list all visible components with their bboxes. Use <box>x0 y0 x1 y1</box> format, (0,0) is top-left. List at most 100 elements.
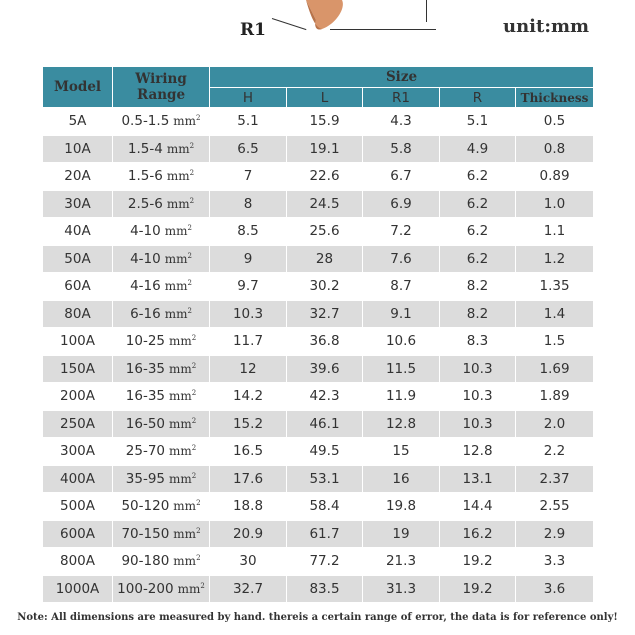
table-row: 250A 16-50 mm2 15.2 46.1 12.8 10.3 2.0 <box>42 409 595 438</box>
cell-r1: 7.2 <box>362 217 440 246</box>
cell-r: 6.2 <box>439 189 516 218</box>
unit-mm2: mm2 <box>169 389 196 403</box>
cell-l: 83.5 <box>286 574 363 603</box>
cell-model: 800A <box>42 547 113 576</box>
cell-h: 20.9 <box>209 519 287 548</box>
cell-model: 20A <box>42 162 113 191</box>
cell-l: 19.1 <box>286 134 363 163</box>
cell-r1: 7.6 <box>362 244 440 273</box>
table-row: 100A 10-25 mm2 11.7 36.8 10.6 8.3 1.5 <box>42 327 595 356</box>
wiring-range-value: 10-25 <box>125 333 165 350</box>
unit-mm2: mm2 <box>167 142 194 156</box>
cell-model: 1000A <box>42 574 113 603</box>
cell-h: 8.5 <box>209 217 287 246</box>
cell-l: 39.6 <box>286 354 363 383</box>
cell-r: 5.1 <box>439 107 516 136</box>
cell-model: 60A <box>42 272 113 301</box>
cell-r1: 21.3 <box>362 547 440 576</box>
cell-r1: 31.3 <box>362 574 440 603</box>
cell-l: 58.4 <box>286 492 363 521</box>
unit-mm2: mm2 <box>173 554 200 568</box>
cell-h: 30 <box>209 547 287 576</box>
cell-thickness: 1.1 <box>514 217 595 246</box>
wiring-range-value: 35-95 <box>125 470 165 487</box>
cell-r: 19.2 <box>439 547 516 576</box>
unit-mm2: mm2 <box>173 114 200 128</box>
unit-mm2: mm2 <box>173 499 200 513</box>
cell-h: 8 <box>209 189 287 218</box>
cell-r1: 19 <box>362 519 440 548</box>
cell-r: 16.2 <box>439 519 516 548</box>
wiring-range-value: 0.5-1.5 <box>121 113 170 130</box>
table-row: 50A 4-10 mm2 9 28 7.6 6.2 1.2 <box>42 244 595 273</box>
cell-l: 25.6 <box>286 217 363 246</box>
cell-h: 7 <box>209 162 287 191</box>
table-body: 5A 0.5-1.5 mm2 5.1 15.9 4.3 5.1 0.5 10A 1.5-4 mm2 6… <box>42 107 595 603</box>
table-row: 80A 6-16 mm2 10.3 32.7 9.1 8.2 1.4 <box>42 299 595 328</box>
unit-mm-text: mm <box>166 169 190 184</box>
unit-mm-text: mm <box>169 361 192 376</box>
cell-model: 30A <box>42 189 113 218</box>
table-row: 400A 35-95 mm2 17.6 53.1 16 13.1 2.37 <box>42 464 595 493</box>
unit-exponent: 2 <box>189 141 195 150</box>
cell-r: 10.3 <box>439 354 516 383</box>
cell-h: 15.2 <box>209 409 287 438</box>
wiring-range-value: 2.5-6 <box>127 195 163 212</box>
cell-thickness: 1.5 <box>514 327 595 356</box>
unit-mm2: mm2 <box>169 334 196 348</box>
cell-model: 500A <box>42 492 113 521</box>
cell-l: 61.7 <box>286 519 363 548</box>
unit-mm2: mm2 <box>167 169 194 183</box>
diagram-area: R1 unit:mm <box>0 0 635 66</box>
table-row: 30A 2.5-6 mm2 8 24.5 6.9 6.2 1.0 <box>42 189 595 218</box>
cell-h: 18.8 <box>209 492 287 521</box>
cell-r: 6.2 <box>439 244 516 273</box>
cell-wiring-range: 1.5-6 mm2 <box>112 162 210 191</box>
cell-r1: 4.3 <box>362 107 440 136</box>
cell-r1: 9.1 <box>362 299 440 328</box>
cell-model: 100A <box>42 327 113 356</box>
unit-exponent: 2 <box>200 581 205 590</box>
cell-l: 15.9 <box>286 107 363 136</box>
unit-exponent: 2 <box>196 499 201 508</box>
cell-thickness: 1.0 <box>514 189 595 218</box>
cell-wiring-range: 0.5-1.5 mm2 <box>112 107 210 136</box>
table-row: 1000A 100-200 mm2 32.7 83.5 31.3 19.2 3.6 <box>42 574 595 603</box>
unit-mm-text: mm <box>169 334 192 349</box>
copper-lug-illustration <box>306 0 343 30</box>
cell-r1: 12.8 <box>362 409 440 438</box>
unit-mm2: mm2 <box>173 527 200 541</box>
cell-model: 80A <box>42 299 113 328</box>
unit-mm2: mm2 <box>169 362 196 376</box>
unit-exponent: 2 <box>191 361 197 370</box>
unit-mm2: mm2 <box>167 197 194 211</box>
header-l: L <box>286 87 363 108</box>
cell-wiring-range: 6-16 mm2 <box>112 299 210 328</box>
table-row: 60A 4-16 mm2 9.7 30.2 8.7 8.2 1.35 <box>42 272 595 301</box>
unit-mm-text: mm <box>173 526 197 541</box>
cell-h: 5.1 <box>209 107 287 136</box>
cell-thickness: 2.0 <box>514 409 595 438</box>
table-row: 5A 0.5-1.5 mm2 5.1 15.9 4.3 5.1 0.5 <box>42 107 595 136</box>
cell-wiring-range: 16-50 mm2 <box>112 409 210 438</box>
unit-exponent: 2 <box>187 306 192 315</box>
cell-thickness: 2.9 <box>514 519 595 548</box>
unit-mm-text: mm <box>169 416 192 431</box>
cell-wiring-range: 1.5-4 mm2 <box>112 134 210 163</box>
header-h: H <box>209 87 287 108</box>
cell-thickness: 2.2 <box>514 437 595 466</box>
unit-mm-text: mm <box>173 499 197 514</box>
cell-l: 46.1 <box>286 409 363 438</box>
unit-mm2: mm2 <box>178 582 205 596</box>
cell-thickness: 2.55 <box>514 492 595 521</box>
cell-model: 40A <box>42 217 113 246</box>
wiring-range-value: 100-200 <box>117 580 174 597</box>
cell-l: 53.1 <box>286 464 363 493</box>
dimension-line-horizontal <box>330 29 436 30</box>
header-r: R <box>439 87 516 108</box>
table-row: 150A 16-35 mm2 12 39.6 11.5 10.3 1.69 <box>42 354 595 383</box>
cell-h: 10.3 <box>209 299 287 328</box>
cell-r1: 8.7 <box>362 272 440 301</box>
cell-r: 10.3 <box>439 382 516 411</box>
cell-thickness: 1.35 <box>514 272 595 301</box>
